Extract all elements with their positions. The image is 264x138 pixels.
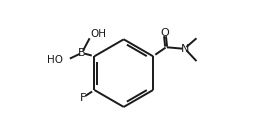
Text: B: B (78, 48, 85, 58)
Text: OH: OH (90, 29, 106, 39)
Text: F: F (79, 93, 86, 103)
Text: HO: HO (48, 55, 63, 65)
Text: N: N (181, 44, 189, 54)
Text: O: O (161, 28, 169, 38)
